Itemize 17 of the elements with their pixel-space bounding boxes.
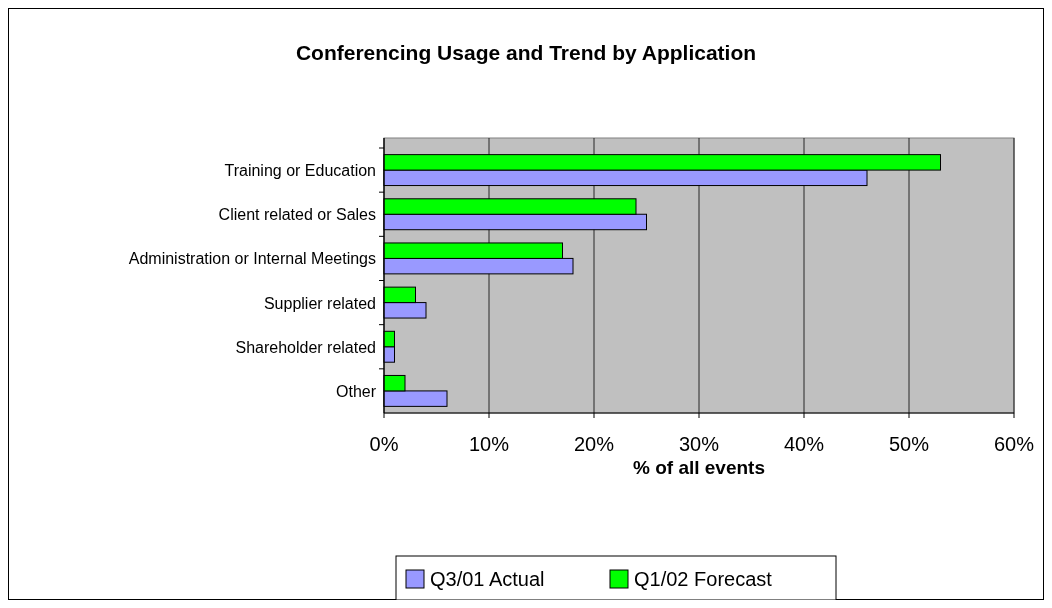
legend-label: Q3/01 Actual — [430, 568, 545, 590]
x-tick-label: 0% — [369, 433, 399, 455]
legend-label: Q1/02 Forecast — [634, 568, 773, 590]
chart-title: Conferencing Usage and Trend by Application — [295, 41, 757, 64]
y-tick-label: Supplier related — [263, 294, 376, 312]
x-tick-label: 10% — [468, 433, 510, 455]
y-tick-label: Client related or Sales — [218, 206, 376, 224]
x-tick-label: 50% — [888, 433, 930, 455]
x-tick-label: 40% — [783, 433, 825, 455]
y-tick-label: Other — [335, 382, 377, 400]
y-tick-label: Administration or Internal Meetings — [128, 250, 376, 268]
y-tick-label: Training or Education — [224, 162, 376, 180]
y-tick-label: Shareholder related — [235, 338, 376, 356]
x-tick-label: 30% — [678, 433, 720, 455]
x-tick-label: 20% — [573, 433, 615, 455]
x-axis-title: % of all events — [633, 457, 765, 478]
x-tick-label: 60% — [993, 433, 1035, 455]
